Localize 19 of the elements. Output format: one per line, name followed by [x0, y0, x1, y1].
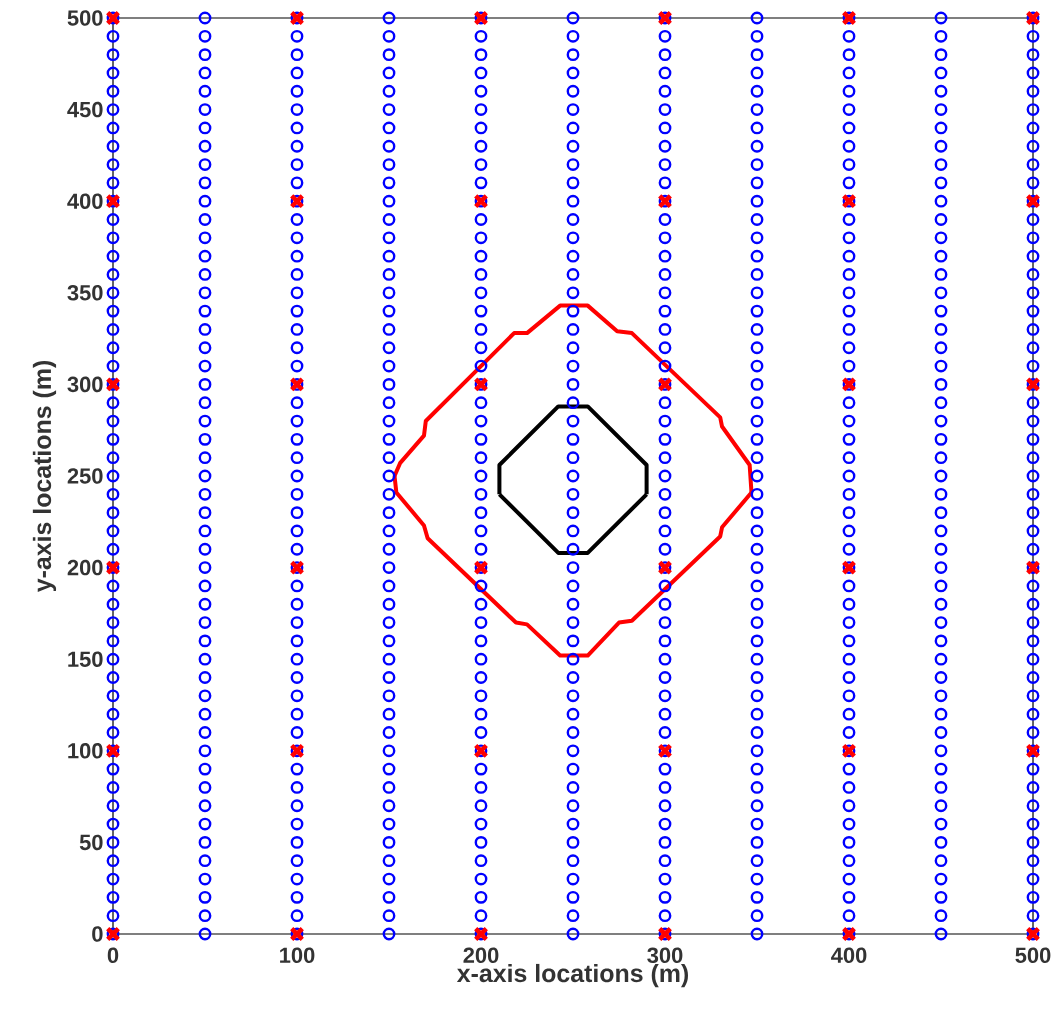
y-tick-label: 450	[67, 101, 103, 118]
y-tick-label: 500	[67, 10, 103, 26]
y-tick-label: 0	[92, 926, 103, 942]
x-tick-label: 400	[831, 947, 867, 964]
y-tick-label: 250	[67, 468, 103, 484]
y-axis-title: y-axis locations (m)	[32, 361, 57, 593]
x-tick-label: 300	[647, 947, 683, 964]
y-tick-label: 100	[68, 743, 103, 759]
y-tick-label: 350	[67, 285, 103, 301]
y-tick-label: 400	[67, 193, 103, 209]
x-tick-label: 500	[1015, 947, 1051, 964]
y-tick-label: 200	[67, 559, 103, 576]
x-tick-label: 0	[107, 947, 119, 964]
x-axis-title: x-axis locations (m)	[456, 963, 688, 988]
y-tick-label: 150	[68, 651, 103, 667]
y-tick-label: 50	[79, 834, 103, 851]
y-tick-label: 300	[67, 376, 103, 393]
x-tick-label: 100	[280, 947, 315, 964]
x-tick-label: 200	[463, 947, 499, 964]
